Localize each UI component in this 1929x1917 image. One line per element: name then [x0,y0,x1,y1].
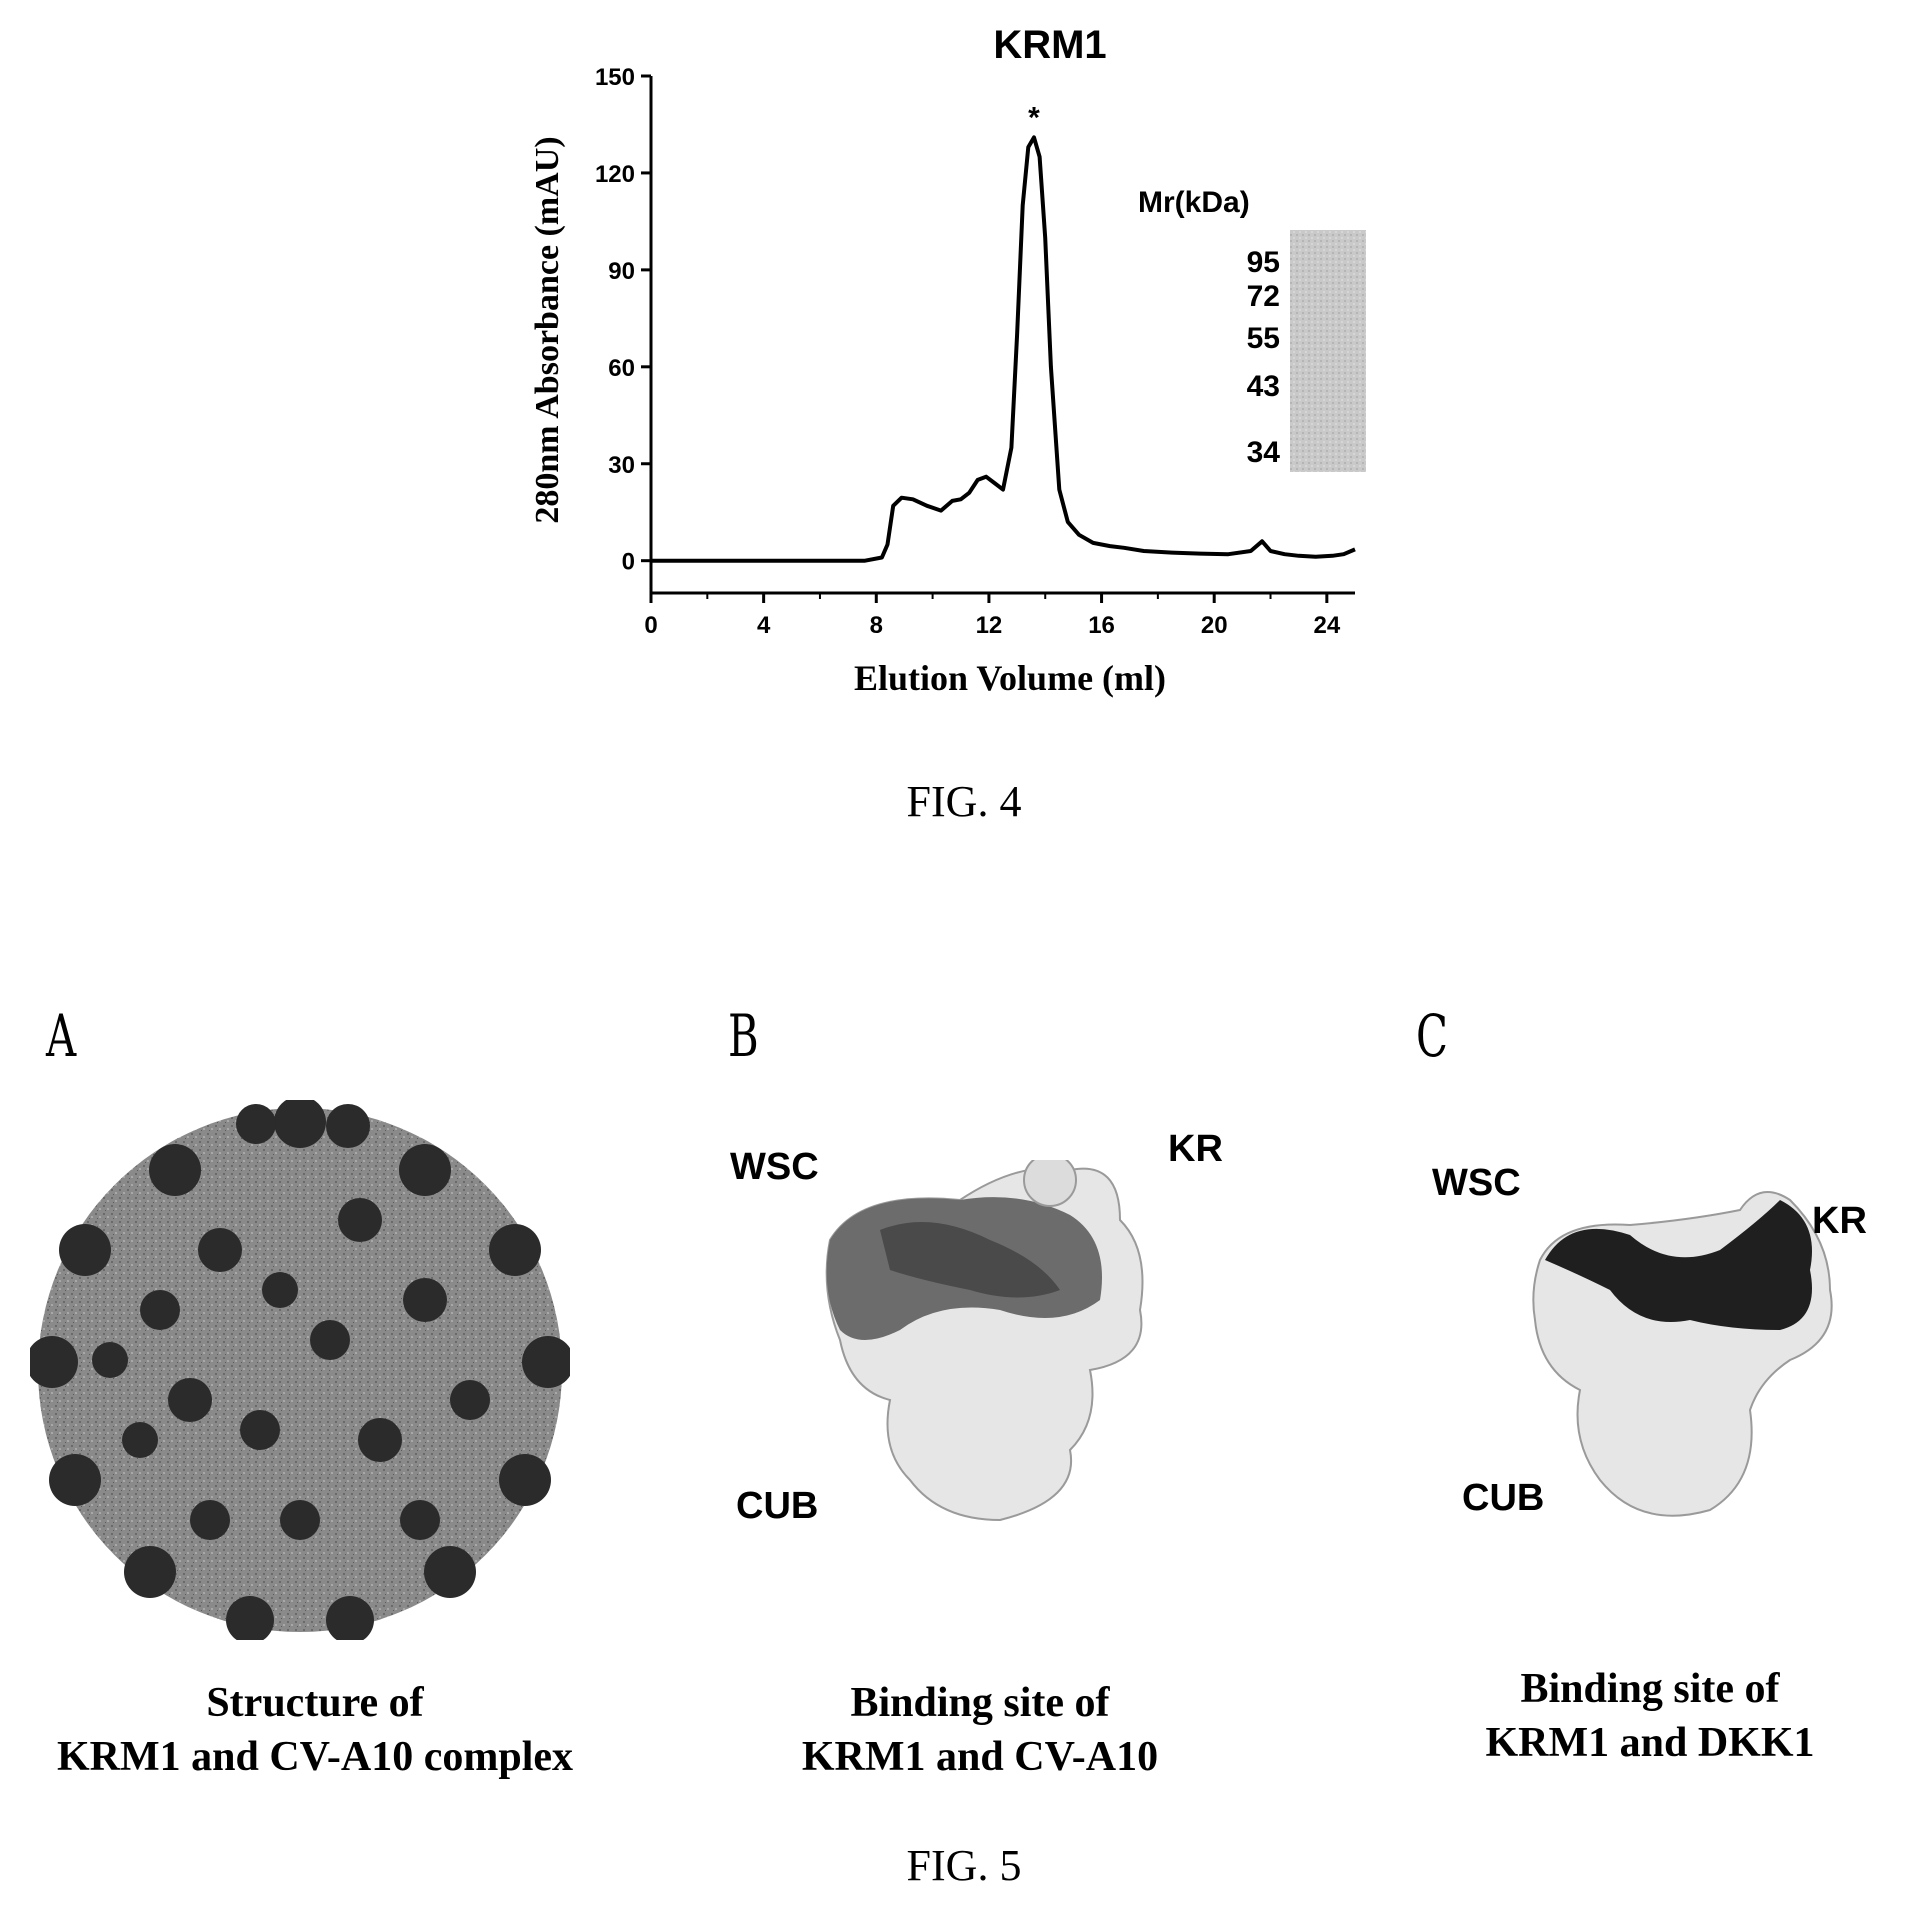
y-tick-label: 60 [608,355,635,382]
gel-marker-95: 95 [1247,246,1280,279]
panel-c-letter: C [1416,1002,1448,1070]
panel-b-kr-label: KR [1168,1128,1223,1170]
peak-annotation: * [1028,101,1040,134]
krm1-cva10-surface-image [825,1160,1144,1522]
elution-trace [651,135,1356,563]
panel-a-caption-line2: KRM1 and CV-A10 complex [56,1734,574,1780]
x-tick-label: 8 [870,612,883,639]
x-tick-label: 12 [976,612,1003,639]
x-tick-label: 0 [644,612,657,639]
y-axis: 0 30 60 90 120 150 [595,64,653,593]
y-tick-label: 30 [608,452,635,479]
panel-a-caption: Structure of KRM1 and CV-A10 complex [0,1676,630,1784]
panel-b-caption-line2: KRM1 and CV-A10 [801,1734,1159,1780]
panel-c-kr-label: KR [1812,1200,1867,1242]
panel-b-caption: Binding site of KRM1 and CV-A10 [700,1676,1260,1784]
y-axis-label: 280nm Absorbance (mAU) [529,136,566,523]
gel-marker-34: 34 [1247,436,1281,469]
krm1-dkk1-surface-image [1532,1191,1833,1517]
x-axis: 0 4 8 12 16 20 24 [644,591,1355,639]
x-axis-label: Elution Volume (ml) [854,658,1166,698]
panel-c-caption: Binding site of KRM1 and DKK1 [1380,1662,1920,1770]
fig5-caption: FIG. 5 [906,1841,1022,1890]
gel-header: Mr(kDa) [1138,186,1250,219]
panel-b-caption-line1: Binding site of [850,1680,1110,1726]
y-tick-label: 120 [595,161,635,188]
gel-lane [1290,230,1366,472]
panel-a-caption-line1: Structure of [206,1680,424,1726]
gel-marker-72: 72 [1247,280,1280,313]
gel-marker-43: 43 [1247,370,1280,403]
panel-c-wsc-label: WSC [1432,1162,1521,1204]
x-tick-label: 4 [757,612,771,639]
panel-a-letter: A [46,1002,77,1070]
panel-b-letter: B [728,1002,759,1070]
capsid-structure-image [30,1100,570,1640]
fig4-chart: KRM1 0 30 60 90 120 150 0 4 8 12 16 20 24 280nm Abs… [529,23,1366,698]
y-tick-label: 90 [608,258,635,285]
fig4-caption: FIG. 4 [906,777,1022,826]
x-tick-label: 16 [1088,612,1115,639]
x-tick-label: 20 [1201,612,1228,639]
panel-c-cub-label: CUB [1462,1477,1545,1519]
panel-b-wsc-label: WSC [730,1146,819,1188]
y-tick-label: 150 [595,64,635,91]
panel-b-cub-label: CUB [736,1485,819,1527]
x-tick-label: 24 [1313,612,1340,639]
panel-c-caption-line2: KRM1 and DKK1 [1485,1720,1815,1766]
chart-title: KRM1 [993,23,1106,67]
panel-c-caption-line1: Binding site of [1520,1666,1780,1712]
gel-marker-55: 55 [1247,322,1280,355]
y-tick-label: 0 [622,549,635,576]
